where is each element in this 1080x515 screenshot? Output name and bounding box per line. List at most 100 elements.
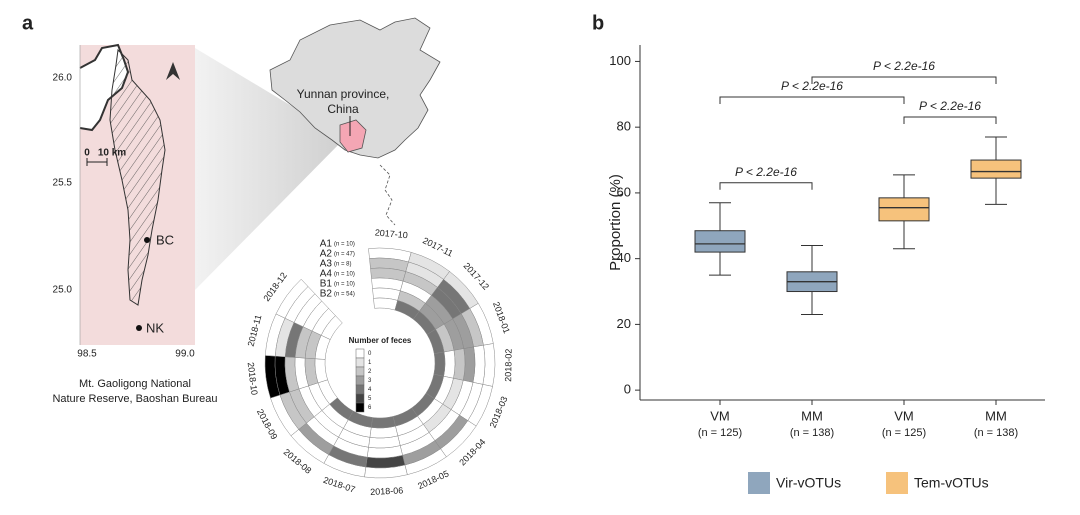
legend-swatch <box>355 384 365 395</box>
x-tick-label: VM <box>894 408 914 423</box>
legend-level: 1 <box>368 360 372 366</box>
lat-tick-label: 26.0 <box>53 73 73 84</box>
inset-label: Yunnan province, <box>297 87 390 101</box>
reserve-area <box>109 48 166 306</box>
x-tick-note: (n = 125) <box>698 427 742 439</box>
ring-n: (n = 8) <box>334 262 352 268</box>
y-tick-label: 40 <box>617 250 631 265</box>
site-label: BC <box>156 232 174 247</box>
p-value: P < 2.2e-16 <box>919 99 981 113</box>
lon-tick-label: 99.0 <box>175 349 195 360</box>
bracket <box>719 96 905 105</box>
box <box>694 230 746 253</box>
legend-level: 2 <box>368 369 372 375</box>
bracket <box>719 182 813 190</box>
x-tick-note: (n = 125) <box>882 427 926 439</box>
legend-swatch <box>748 472 770 494</box>
heat-cell <box>433 351 446 377</box>
month-label: 2018-10 <box>246 362 260 396</box>
lat-tick-label: 25.5 <box>53 178 73 189</box>
y-tick-label: 60 <box>617 184 631 199</box>
legend-swatch <box>355 366 365 377</box>
heat-cell <box>314 358 328 384</box>
p-value: P < 2.2e-16 <box>873 59 935 73</box>
site-label: NK <box>146 320 164 335</box>
legend-swatch <box>886 472 908 494</box>
y-tick-label: 80 <box>617 119 631 134</box>
month-label: 2017-11 <box>421 235 454 258</box>
legend-level: 6 <box>368 405 372 411</box>
box <box>878 197 930 222</box>
panel-label: a <box>22 12 34 34</box>
x-tick-label: MM <box>985 408 1007 423</box>
y-tick-label: 20 <box>617 316 631 331</box>
legend-label: Vir-vOTUs <box>776 475 841 491</box>
lon-tick-label: 98.5 <box>77 349 97 360</box>
china-map <box>269 17 441 159</box>
month-label: 2018-06 <box>370 485 404 497</box>
map-caption: Mt. Gaoligong National <box>79 378 191 390</box>
p-value: P < 2.2e-16 <box>781 79 843 93</box>
site-dot <box>144 237 150 243</box>
bracket <box>903 116 997 125</box>
y-tick-label: 100 <box>609 53 631 68</box>
map-caption: Nature Reserve, Baoshan Bureau <box>52 393 217 405</box>
month-label: 2018-01 <box>491 300 512 334</box>
ring-n: (n = 54) <box>334 292 355 298</box>
p-value: P < 2.2e-16 <box>735 165 797 179</box>
circular-heatmap: A1 (n = 10)A2 (n = 47)A3 (n = 8)A4 (n = 10)B… <box>246 227 514 497</box>
legend-swatch <box>355 375 365 386</box>
lat-tick-label: 25.0 <box>53 285 73 296</box>
ring-n: (n = 47) <box>334 252 355 258</box>
legend-level: 0 <box>368 351 372 357</box>
legend-title: Number of feces <box>349 336 412 345</box>
legend-swatch <box>355 348 365 359</box>
legend-swatch <box>355 402 365 413</box>
ring-label: A4 <box>320 269 333 280</box>
box <box>970 159 1022 179</box>
scale-label: 10 km <box>98 148 126 159</box>
y-axis-title: Proportion (%) <box>607 174 624 271</box>
x-tick-note: (n = 138) <box>974 427 1018 439</box>
ring-label: B1 <box>320 279 333 290</box>
yunnan <box>339 119 367 153</box>
heat-cell <box>370 416 396 429</box>
x-tick-label: MM <box>801 408 823 423</box>
islands <box>379 164 396 226</box>
y-tick-label: 0 <box>624 382 631 397</box>
legend-swatch <box>355 357 365 368</box>
month-label: 2018-03 <box>488 395 510 429</box>
scale-label: 0 <box>84 148 90 159</box>
ring-label: A2 <box>320 249 333 260</box>
ring-n: (n = 10) <box>334 242 355 248</box>
month-label: 2018-11 <box>246 314 264 348</box>
ring-n: (n = 10) <box>334 272 355 278</box>
ring-label: A1 <box>320 239 333 250</box>
month-label: 2018-07 <box>322 475 356 495</box>
site-dot <box>136 325 142 331</box>
legend-level: 4 <box>368 387 372 393</box>
legend-label: Tem-vOTUs <box>914 475 989 491</box>
ring-label: A3 <box>320 259 333 270</box>
heat-cell <box>320 315 343 340</box>
ring-label: B2 <box>320 289 333 300</box>
inset-label: China <box>327 102 359 116</box>
month-label: 2018-05 <box>416 468 450 491</box>
bracket <box>811 76 997 85</box>
north-arrow <box>166 62 180 80</box>
legend-level: 3 <box>368 378 372 384</box>
legend-swatch <box>355 393 365 404</box>
month-label: 2018-02 <box>503 349 514 382</box>
heat-cell <box>443 350 456 379</box>
heat-cell <box>373 297 398 311</box>
projection <box>195 48 345 290</box>
panel-label: b <box>592 12 604 34</box>
box-chart: 0 20 40 60 80 100 Proportion (%) VM (n = 125) MM (… <box>607 45 1045 494</box>
ring-n: (n = 10) <box>334 282 355 288</box>
x-tick-note: (n = 138) <box>790 427 834 439</box>
x-tick-label: VM <box>710 408 730 423</box>
legend-level: 5 <box>368 396 372 402</box>
month-label: 2018-09 <box>255 407 280 441</box>
month-label: 2017-10 <box>374 227 408 240</box>
